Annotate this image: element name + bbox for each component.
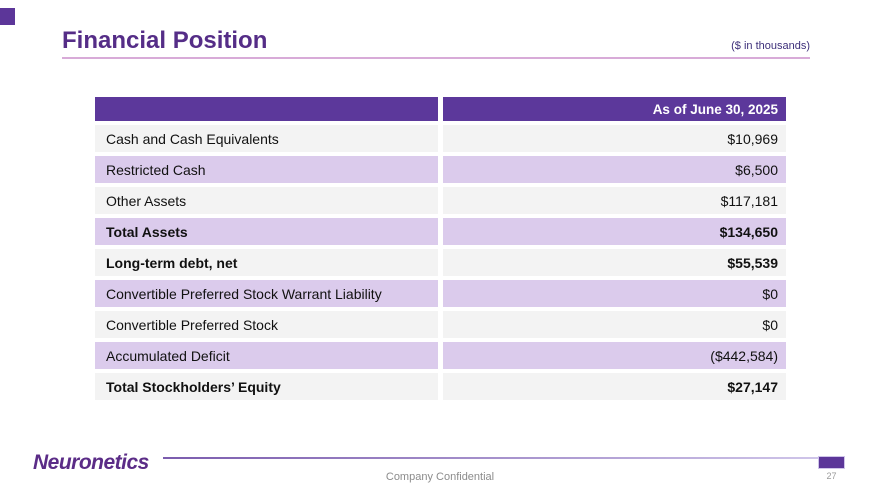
table-header-value-cell: As of June 30, 2025: [443, 97, 786, 121]
row-value: ($442,584): [443, 342, 786, 369]
footer-divider-line: [163, 457, 818, 459]
title-underline: [62, 57, 810, 59]
row-value: $6,500: [443, 156, 786, 183]
page-number: 27: [826, 471, 837, 481]
table-row: Total Stockholders’ Equity $27,147: [95, 373, 786, 400]
table-row: Convertible Preferred Stock Warrant Liab…: [95, 280, 786, 307]
table-body: Cash and Cash Equivalents $10,969 Restri…: [95, 125, 786, 400]
row-value: $117,181: [443, 187, 786, 214]
financial-position-table: As of June 30, 2025 Cash and Cash Equiva…: [95, 97, 786, 404]
row-value: $134,650: [443, 218, 786, 245]
row-value: $0: [443, 280, 786, 307]
table-row: Convertible Preferred Stock $0: [95, 311, 786, 338]
row-value: $55,539: [443, 249, 786, 276]
row-label: Other Assets: [95, 187, 438, 214]
row-label: Restricted Cash: [95, 156, 438, 183]
row-label: Long-term debt, net: [95, 249, 438, 276]
corner-accent-shape: [0, 8, 15, 25]
row-value: $10,969: [443, 125, 786, 152]
table-row: Accumulated Deficit ($442,584): [95, 342, 786, 369]
footer-accent-block: [818, 456, 845, 469]
table-row: Cash and Cash Equivalents $10,969: [95, 125, 786, 152]
row-label: Accumulated Deficit: [95, 342, 438, 369]
row-label: Cash and Cash Equivalents: [95, 125, 438, 152]
table-header-row: As of June 30, 2025: [95, 97, 786, 121]
table-header-label-cell: [95, 97, 438, 121]
table-row: Long-term debt, net $55,539: [95, 249, 786, 276]
table-row: Other Assets $117,181: [95, 187, 786, 214]
row-label: Total Assets: [95, 218, 438, 245]
page-title: Financial Position: [62, 27, 268, 54]
units-note: ($ in thousands): [731, 40, 810, 52]
row-label: Convertible Preferred Stock: [95, 311, 438, 338]
table-row: Restricted Cash $6,500: [95, 156, 786, 183]
row-value: $0: [443, 311, 786, 338]
row-value: $27,147: [443, 373, 786, 400]
table-row: Total Assets $134,650: [95, 218, 786, 245]
row-label: Total Stockholders’ Equity: [95, 373, 438, 400]
row-label: Convertible Preferred Stock Warrant Liab…: [95, 280, 438, 307]
confidential-label: Company Confidential: [385, 471, 495, 483]
neuronetics-logo: Neuronetics: [33, 451, 149, 474]
